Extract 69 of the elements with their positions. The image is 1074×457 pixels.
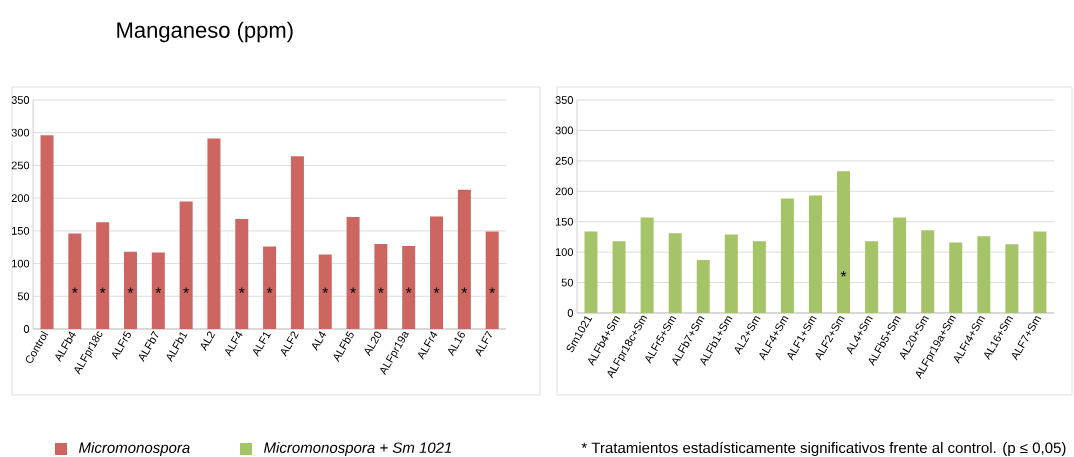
chart-title: Manganeso (ppm) — [117, 21, 293, 43]
bar — [40, 135, 54, 329]
y-tick-label: 50 — [561, 278, 573, 287]
annotation: * — [405, 287, 412, 294]
bar — [921, 230, 935, 313]
bar — [949, 242, 963, 313]
annotation: * — [840, 270, 847, 277]
bar — [893, 217, 907, 313]
bar — [374, 243, 388, 329]
annotation: * — [350, 287, 356, 294]
y-tick-label: 150 — [555, 217, 573, 226]
bar — [837, 171, 851, 313]
bar — [263, 246, 277, 329]
bar — [752, 241, 766, 313]
annotation: * — [183, 287, 189, 294]
annotation: * — [433, 287, 440, 294]
bar — [1033, 231, 1047, 313]
annotation: * — [155, 287, 162, 294]
annotation: * — [127, 287, 134, 294]
annotation: * — [461, 287, 468, 294]
bar — [402, 245, 416, 329]
annotation: * — [238, 287, 245, 294]
y-tick-label: 250 — [11, 161, 30, 170]
bar — [640, 217, 654, 313]
y-tick-label: 0 — [23, 325, 30, 333]
bar — [977, 236, 991, 313]
y-tick-label: 50 — [17, 292, 30, 301]
bar — [346, 217, 360, 329]
y-tick-label: 150 — [12, 226, 30, 235]
bar — [780, 198, 794, 313]
y-tick-label: 250 — [555, 156, 573, 165]
y-tick-label: 100 — [12, 259, 30, 268]
y-tick-label: 100 — [555, 248, 573, 257]
annotation: * — [489, 287, 496, 294]
bar — [96, 222, 110, 329]
bar — [668, 233, 682, 313]
y-tick-label: 200 — [11, 194, 30, 203]
bar — [808, 195, 822, 313]
y-tick-label: 0 — [567, 309, 573, 317]
annotation: * — [322, 287, 329, 294]
text: * Tratamientos estadísticamente significativos frente al control. (p ≤ 0,05) — [581, 441, 1066, 457]
bar — [207, 138, 221, 329]
y-tick-label: 350 — [11, 96, 30, 104]
bar — [724, 234, 738, 313]
bar — [235, 219, 249, 329]
bar — [485, 231, 499, 329]
bar — [123, 251, 137, 329]
bar — [1005, 244, 1019, 313]
y-tick-label: 350 — [555, 96, 573, 104]
bar — [318, 254, 332, 329]
bar — [430, 216, 444, 329]
y-tick-label: 200 — [555, 187, 573, 196]
bar — [584, 231, 598, 313]
bar — [151, 252, 165, 329]
bar — [457, 189, 471, 329]
bar — [179, 201, 193, 329]
legend-label: Micromonospora + Sm 1021 — [264, 442, 452, 456]
annotation: * — [71, 287, 78, 294]
bar — [865, 241, 879, 313]
bar — [290, 156, 304, 329]
bar — [612, 241, 626, 313]
bar — [696, 260, 710, 313]
annotation: * — [378, 287, 384, 294]
y-tick-label: 300 — [555, 126, 573, 135]
annotation: * — [99, 287, 106, 294]
y-tick-label: 300 — [11, 128, 30, 137]
bar — [68, 233, 82, 329]
annotation: * — [266, 287, 273, 294]
legend-label: Micromonospora — [79, 442, 190, 456]
